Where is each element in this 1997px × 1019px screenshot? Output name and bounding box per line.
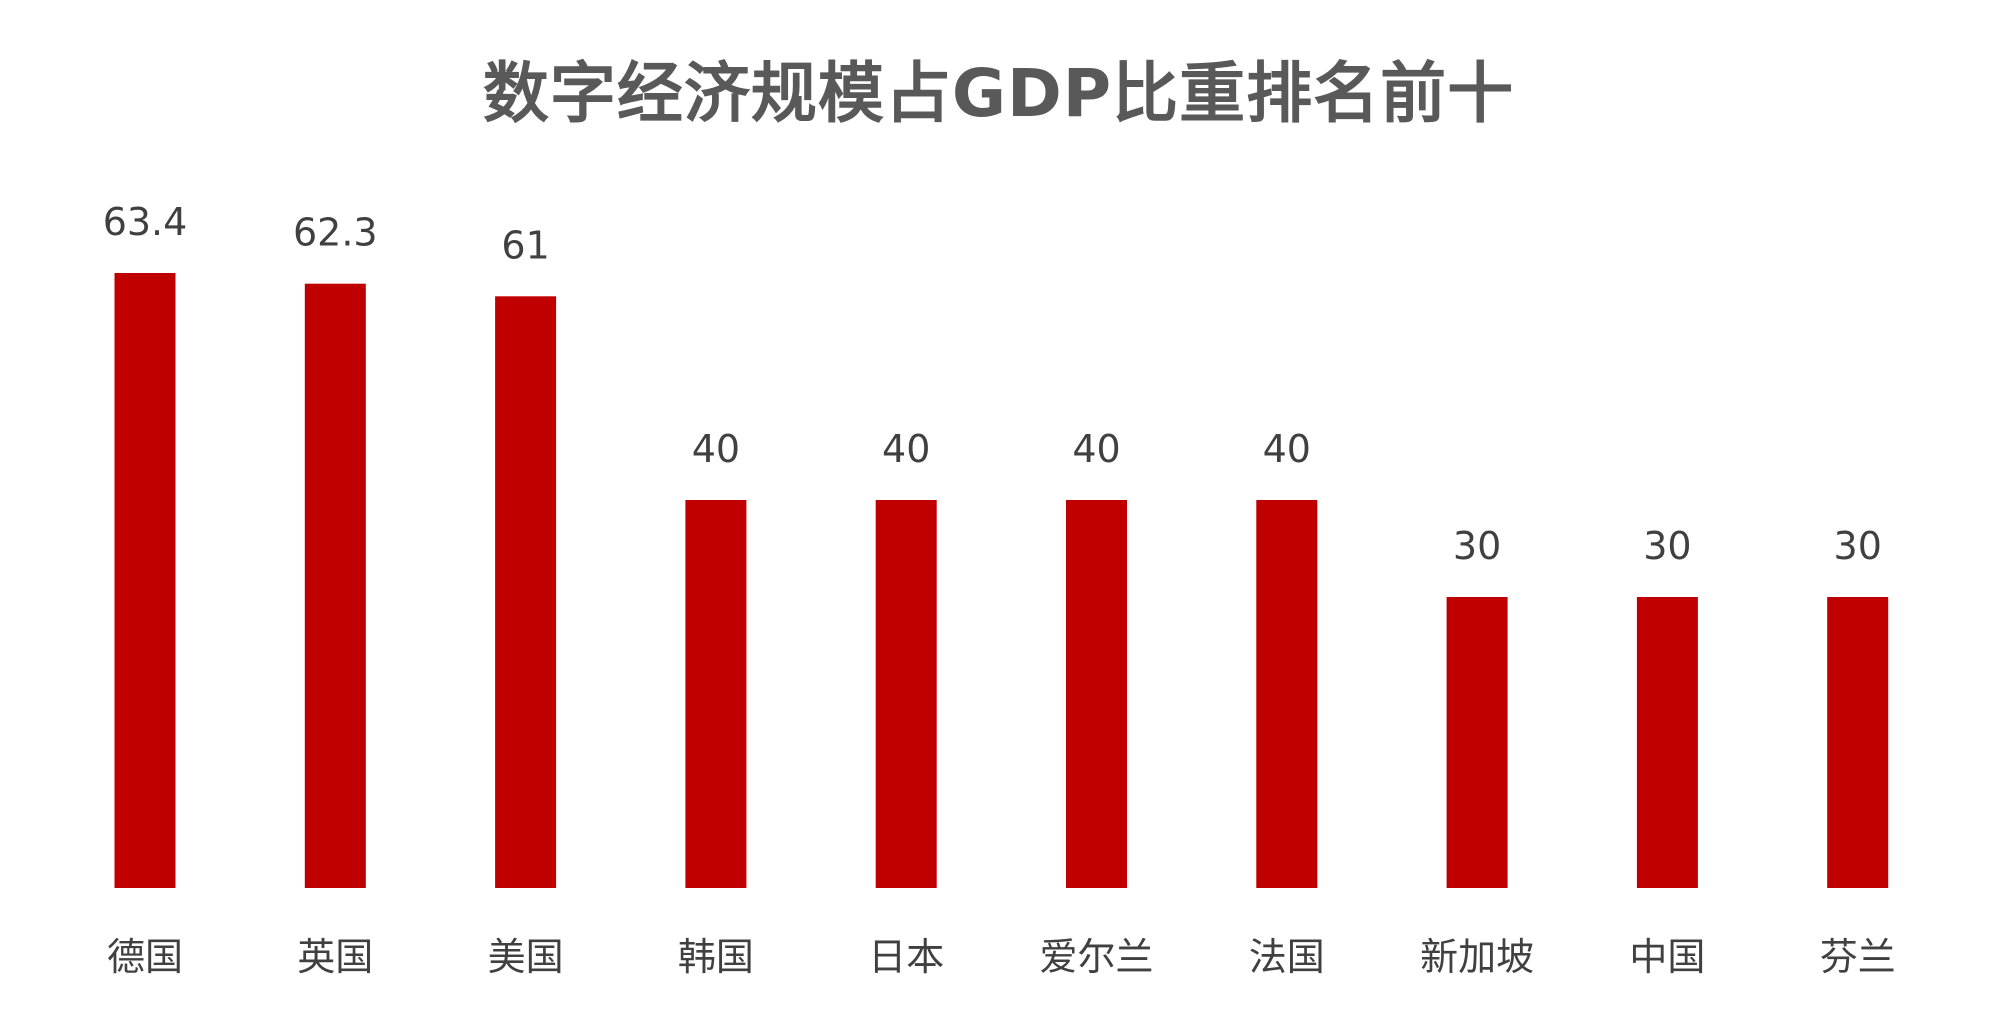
category-label-2: 美国 — [488, 935, 564, 979]
data-label-7: 30 — [1453, 524, 1501, 568]
category-label-0: 德国 — [107, 935, 183, 979]
bar-2 — [495, 296, 557, 888]
data-label-8: 30 — [1643, 524, 1691, 568]
bar-6 — [1256, 500, 1318, 888]
data-label-5: 40 — [1072, 427, 1120, 471]
bar-0 — [114, 273, 176, 888]
category-label-5: 爱尔兰 — [1039, 935, 1153, 979]
category-label-6: 法国 — [1249, 935, 1325, 979]
bar-1 — [304, 283, 366, 888]
category-label-3: 韩国 — [678, 935, 754, 979]
category-labels-layer: 德国 英国 美国 韩国 日本 爱尔兰 法国 新加坡 中国 芬兰 — [107, 935, 1896, 979]
data-label-9: 30 — [1834, 524, 1882, 568]
data-label-2: 61 — [501, 223, 549, 267]
data-labels-layer: 63.4 62.3 61 40 40 40 40 30 30 30 — [103, 200, 1882, 568]
category-label-1: 英国 — [297, 935, 373, 979]
bar-3 — [685, 500, 747, 888]
bar-5 — [1066, 500, 1127, 888]
data-label-0: 63.4 — [103, 200, 188, 244]
bar-9 — [1827, 597, 1889, 888]
bars-layer — [114, 273, 1889, 888]
data-label-4: 40 — [882, 427, 930, 471]
bar-4 — [875, 500, 937, 888]
chart-title: 数字经济规模占GDP比重排名前十 — [482, 55, 1515, 132]
category-label-4: 日本 — [868, 935, 944, 979]
data-label-3: 40 — [692, 427, 740, 471]
data-label-1: 62.3 — [293, 211, 378, 255]
category-label-9: 芬兰 — [1820, 935, 1896, 979]
bar-8 — [1636, 597, 1698, 888]
category-label-8: 中国 — [1629, 935, 1705, 979]
bar-7 — [1446, 597, 1508, 888]
category-label-7: 新加坡 — [1420, 935, 1534, 979]
data-label-6: 40 — [1263, 427, 1311, 471]
